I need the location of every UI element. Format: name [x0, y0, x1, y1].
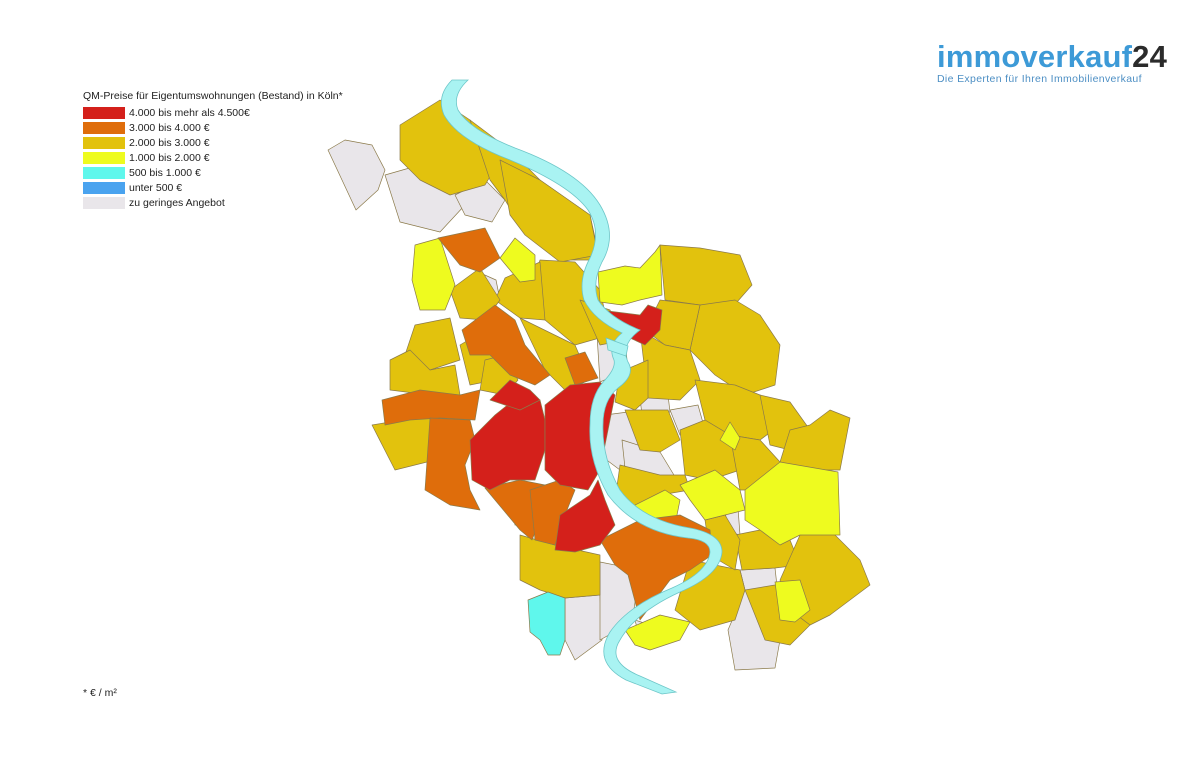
district-neustadt-nord: [564, 351, 599, 386]
legend-label: 4.000 bis mehr als 4.500€: [129, 106, 250, 119]
district-lindenthal: [424, 417, 481, 511]
district-bocklemuend: [404, 317, 461, 371]
harbour-basin: [605, 337, 629, 357]
district-braunsfeld: [489, 379, 541, 411]
logo-word: immoverkauf: [937, 39, 1133, 74]
logo-wordmark: immoverkauf24: [937, 40, 1167, 74]
district-dellbrueck: [689, 299, 781, 396]
legend-swatch: [83, 181, 125, 194]
legend-label: zu geringes Angebot: [129, 196, 225, 209]
legend-item: zu geringes Angebot: [83, 195, 343, 210]
district-westhoven: [679, 469, 746, 521]
legend-title: QM-Preise für Eigentumswohnungen (Bestan…: [83, 90, 343, 102]
legend-swatch: [83, 166, 125, 179]
district-lind: [744, 584, 811, 646]
district-north-west-a: [327, 139, 386, 211]
brand-logo[interactable]: immoverkauf24 Die Experten für Ihren Imm…: [937, 40, 1167, 86]
district-heimersdorf: [499, 237, 536, 283]
legend-label: 3.000 bis 4.000 €: [129, 121, 210, 134]
district-rodenkirchen: [599, 514, 713, 621]
district-bickendorf: [461, 304, 551, 386]
legend-label: unter 500 €: [129, 181, 183, 194]
legend-swatch: [83, 151, 125, 164]
legend-item: 1.000 bis 2.000 €: [83, 150, 343, 165]
district-weiler: [437, 227, 501, 273]
district-longerich: [499, 159, 599, 263]
map-legend: QM-Preise für Eigentumswohnungen (Bestan…: [83, 90, 343, 210]
footnote: * € / m²: [83, 687, 117, 699]
districts-500-1000: [527, 591, 566, 656]
district-vogelsang: [389, 349, 461, 396]
district-meschenich: [527, 591, 566, 656]
district-south-a: [564, 594, 603, 661]
district-junkersdorf: [371, 414, 436, 471]
river-rhine: [440, 79, 723, 695]
legend-label: 2.000 bis 3.000 €: [129, 136, 210, 149]
district-weiden: [381, 389, 481, 426]
district-wahn: [624, 614, 691, 651]
legend-item: 3.000 bis 4.000 €: [83, 120, 343, 135]
legend-item: 4.000 bis mehr als 4.500€: [83, 105, 343, 120]
legend-swatch: [83, 121, 125, 134]
district-stammheim: [597, 244, 663, 306]
legend-swatch: [83, 136, 125, 149]
districts-3000-4000: [381, 227, 713, 621]
district-sülz: [469, 394, 546, 491]
legend-label: 500 bis 1.000 €: [129, 166, 201, 179]
logo-tagline: Die Experten für Ihren Immobilienverkauf: [937, 73, 1142, 85]
district-flittard: [659, 244, 753, 311]
legend-item: unter 500 €: [83, 180, 343, 195]
district-ostheim: [719, 421, 741, 451]
district-rath-heumar: [744, 461, 841, 546]
legend-swatch: [83, 196, 125, 209]
logo-number: 24: [1132, 39, 1168, 74]
district-bayenthal: [554, 479, 616, 553]
legend-item: 500 bis 1.000 €: [83, 165, 343, 180]
district-kalk: [624, 409, 681, 453]
district-urbach: [774, 579, 811, 623]
legend-swatch: [83, 106, 125, 119]
districts-4000-4500: [469, 304, 663, 553]
legend-label: 1.000 bis 2.000 €: [129, 151, 210, 164]
legend-item: 2.000 bis 3.000 €: [83, 135, 343, 150]
